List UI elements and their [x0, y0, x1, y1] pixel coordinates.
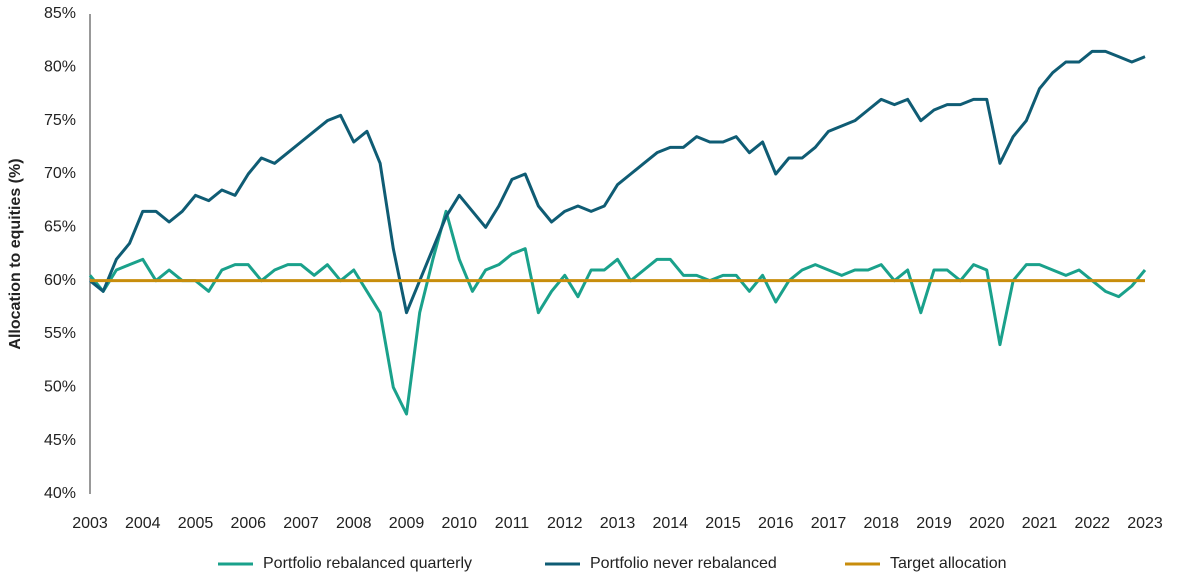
y-tick-label: 55% — [44, 325, 76, 342]
x-tick-label: 2020 — [969, 515, 1005, 532]
x-tick-label: 2003 — [72, 515, 108, 532]
x-tick-label: 2010 — [441, 515, 477, 532]
x-tick-label: 2006 — [230, 515, 266, 532]
x-tick-label: 2015 — [705, 515, 741, 532]
x-tick-label: 2007 — [283, 515, 319, 532]
x-tick-label: 2023 — [1127, 515, 1163, 532]
y-tick-label: 85% — [44, 5, 76, 22]
x-tick-label: 2013 — [600, 515, 636, 532]
series-line — [88, 209, 1147, 416]
x-tick-label: 2009 — [389, 515, 425, 532]
x-tick-label: 2019 — [916, 515, 952, 532]
x-tick-label: 2008 — [336, 515, 372, 532]
x-tick-label: 2012 — [547, 515, 583, 532]
y-tick-label: 65% — [44, 219, 76, 236]
series-line — [89, 49, 1146, 315]
y-tick-label: 45% — [44, 432, 76, 449]
x-tick-label: 2018 — [863, 515, 899, 532]
x-tick-label: 2005 — [178, 515, 214, 532]
y-axis-title: Allocation to equities (%) — [7, 158, 24, 349]
y-tick-label: 50% — [44, 379, 76, 396]
y-tick-label: 60% — [44, 272, 76, 289]
legend-label: Portfolio rebalanced quarterly — [263, 555, 472, 572]
legend-label: Portfolio never rebalanced — [590, 555, 777, 572]
x-tick-label: 2014 — [652, 515, 688, 532]
legend-label: Target allocation — [890, 555, 1007, 572]
x-tick-label: 2021 — [1022, 515, 1058, 532]
y-tick-label: 40% — [44, 485, 76, 502]
x-tick-label: 2017 — [811, 515, 847, 532]
x-tick-label: 2022 — [1074, 515, 1110, 532]
x-tick-label: 2016 — [758, 515, 794, 532]
y-tick-label: 75% — [44, 112, 76, 129]
y-tick-label: 70% — [44, 165, 76, 182]
y-tick-label: 80% — [44, 59, 76, 76]
x-tick-label: 2011 — [495, 515, 530, 532]
x-tick-label: 2004 — [125, 515, 161, 532]
